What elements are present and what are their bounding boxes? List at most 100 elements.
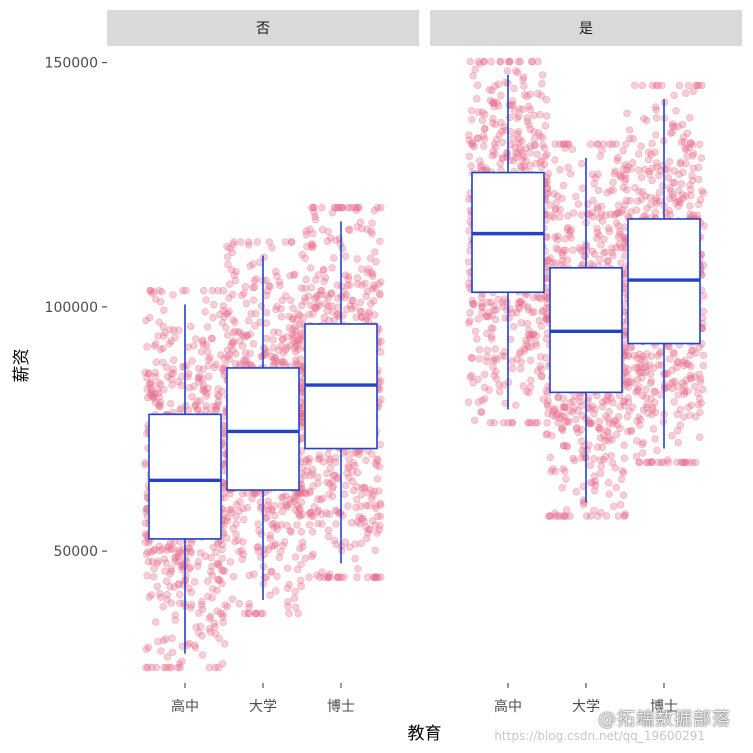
- data-point: [142, 316, 150, 325]
- data-point: [232, 350, 240, 358]
- data-point: [159, 332, 168, 340]
- data-point: [175, 326, 183, 334]
- data-point: [270, 502, 278, 510]
- data-point: [163, 590, 171, 599]
- data-point: [634, 166, 643, 174]
- data-point: [604, 428, 612, 436]
- data-point: [654, 352, 662, 360]
- data-point: [362, 292, 370, 300]
- data-point: [368, 219, 376, 227]
- data-point: [658, 81, 666, 90]
- data-point: [311, 304, 320, 313]
- data-point: [473, 335, 481, 343]
- data-point: [311, 294, 319, 303]
- data-point: [353, 495, 361, 504]
- data-point: [670, 91, 678, 100]
- data-point: [376, 512, 385, 520]
- data-point: [530, 141, 539, 150]
- data-point: [610, 417, 618, 425]
- data-point: [566, 406, 574, 415]
- data-point: [515, 139, 523, 147]
- y-axis-title: 薪资: [12, 349, 32, 383]
- data-point: [629, 135, 637, 143]
- data-point: [569, 209, 578, 217]
- data-point: [468, 296, 476, 305]
- data-point: [465, 136, 473, 144]
- data-point: [553, 232, 562, 240]
- watermark-logo: @拓端数据部落: [598, 709, 731, 730]
- data-point: [307, 509, 315, 517]
- data-point: [622, 196, 630, 205]
- data-point: [559, 140, 568, 148]
- data-point: [283, 584, 292, 592]
- data-point: [371, 521, 379, 529]
- data-point: [469, 300, 477, 309]
- data-point: [290, 271, 298, 279]
- data-point: [481, 110, 489, 119]
- data-point: [160, 386, 168, 394]
- data-point: [350, 203, 358, 212]
- data-point: [560, 412, 569, 421]
- data-point: [498, 138, 507, 147]
- data-point: [154, 637, 162, 646]
- data-point: [307, 512, 315, 520]
- data-point: [311, 212, 319, 221]
- data-point: [377, 501, 385, 509]
- data-point: [694, 175, 703, 184]
- data-point: [194, 562, 202, 570]
- data-point: [635, 413, 643, 421]
- data-point: [257, 302, 266, 311]
- data-point: [158, 545, 167, 553]
- data-point: [668, 190, 677, 199]
- data-point: [376, 237, 384, 246]
- data-point: [241, 283, 250, 291]
- data-point: [309, 466, 317, 474]
- data-point: [186, 547, 195, 556]
- data-point: [564, 224, 572, 232]
- data-point: [280, 538, 289, 546]
- data-point: [273, 302, 281, 311]
- data-point: [298, 250, 306, 259]
- data-point: [230, 238, 238, 246]
- data-point: [376, 289, 384, 298]
- data-point: [508, 419, 517, 427]
- data-point: [637, 363, 645, 371]
- data-point: [252, 609, 260, 618]
- data-point: [160, 555, 169, 563]
- data-point: [664, 458, 672, 467]
- data-point: [353, 483, 361, 491]
- data-point: [329, 483, 337, 491]
- data-point: [491, 150, 499, 159]
- data-point: [272, 305, 280, 314]
- data-point: [491, 345, 499, 353]
- data-point: [506, 57, 514, 66]
- data-point: [569, 454, 577, 463]
- data-point: [490, 354, 499, 362]
- data-point: [687, 191, 695, 200]
- data-point: [268, 520, 276, 529]
- data-point: [653, 446, 661, 455]
- data-point: [537, 365, 545, 373]
- data-point: [508, 364, 517, 373]
- data-point: [363, 268, 371, 277]
- data-point: [493, 135, 501, 144]
- data-point: [371, 501, 379, 510]
- data-point: [489, 324, 497, 333]
- data-point: [314, 271, 323, 279]
- data-point: [601, 453, 610, 461]
- data-point: [551, 140, 559, 148]
- data-point: [244, 609, 253, 618]
- data-point: [320, 277, 328, 286]
- data-point: [686, 114, 694, 122]
- data-point: [283, 503, 291, 511]
- data-point: [600, 249, 608, 257]
- data-point: [559, 465, 567, 473]
- data-point: [620, 512, 628, 520]
- data-point: [148, 557, 157, 566]
- data-point: [578, 411, 586, 420]
- data-point: [518, 105, 527, 114]
- data-point: [616, 172, 624, 181]
- data-point: [516, 350, 524, 358]
- data-point: [201, 308, 209, 316]
- data-point: [282, 500, 290, 509]
